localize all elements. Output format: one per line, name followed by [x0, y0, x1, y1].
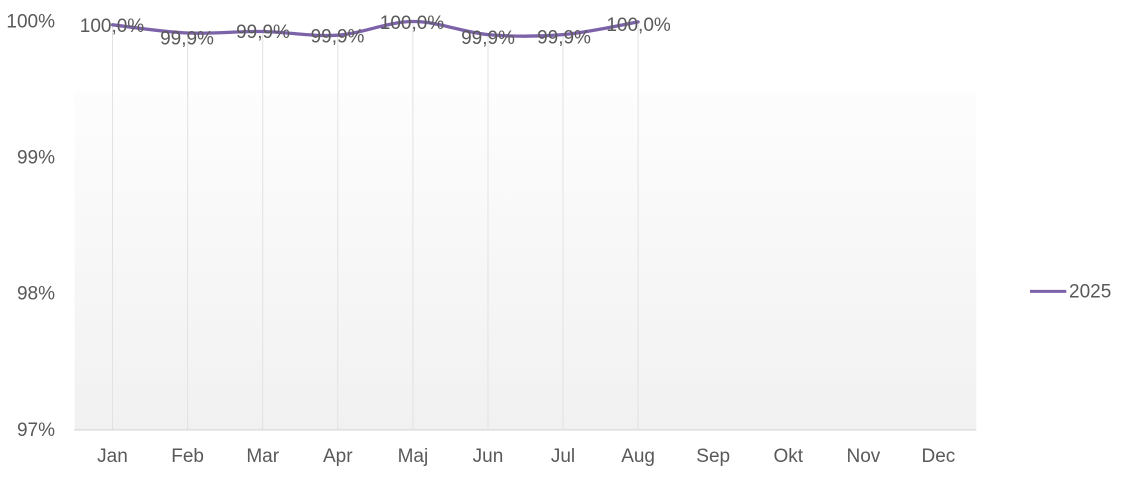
svg-text:Feb: Feb — [171, 446, 204, 467]
svg-text:Jan: Jan — [97, 446, 128, 467]
svg-text:Okt: Okt — [774, 446, 804, 467]
svg-text:100,0%: 100,0% — [380, 13, 445, 34]
svg-text:Jun: Jun — [473, 446, 504, 467]
svg-text:Dec: Dec — [922, 446, 956, 467]
svg-text:99,9%: 99,9% — [311, 26, 365, 47]
svg-text:99,9%: 99,9% — [461, 28, 515, 49]
svg-text:Aug: Aug — [621, 446, 655, 467]
svg-text:100,0%: 100,0% — [606, 15, 671, 36]
svg-text:Jul: Jul — [551, 446, 575, 467]
svg-text:97%: 97% — [17, 420, 55, 441]
svg-text:Nov: Nov — [847, 446, 881, 467]
svg-text:100,0%: 100,0% — [80, 16, 145, 37]
svg-text:98%: 98% — [17, 284, 55, 305]
svg-text:Maj: Maj — [398, 446, 429, 467]
svg-text:Apr: Apr — [323, 446, 353, 467]
svg-text:Mar: Mar — [246, 446, 279, 467]
svg-text:Sep: Sep — [696, 446, 730, 467]
svg-text:99,9%: 99,9% — [236, 22, 290, 43]
svg-text:99%: 99% — [17, 148, 55, 169]
svg-text:99,9%: 99,9% — [537, 28, 591, 49]
svg-text:99,9%: 99,9% — [160, 28, 214, 49]
svg-text:2025: 2025 — [1069, 282, 1111, 303]
svg-text:100%: 100% — [6, 12, 55, 33]
